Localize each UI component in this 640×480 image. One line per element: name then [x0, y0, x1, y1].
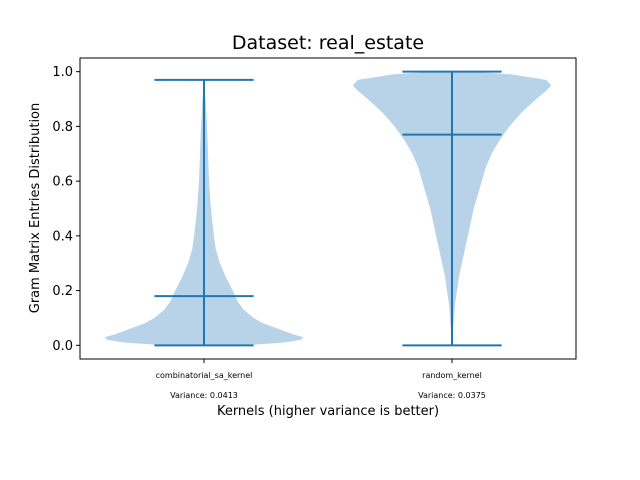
x-axis: combinatorial_sa_kernel Variance: 0.0413 r…: [156, 359, 486, 400]
violins-layer: [104, 70, 552, 347]
y-tick-label: 0.0: [52, 339, 73, 354]
y-tick-label: 0.6: [52, 175, 73, 190]
y-tick-label: 1.0: [52, 65, 73, 80]
y-axis-label: Gram Matrix Entries Distribution: [28, 103, 43, 314]
x-tick-label: random_kernel: [422, 371, 482, 380]
x-axis-label: Kernels (higher variance is better): [217, 404, 439, 419]
y-axis: 0.0 0.2 0.4 0.6 0.8 1.0: [52, 65, 80, 354]
variance-label: Variance: 0.0413: [170, 391, 238, 400]
y-tick-label: 0.2: [52, 284, 73, 299]
chart-title: Dataset: real_estate: [232, 32, 424, 54]
variance-label: Variance: 0.0375: [418, 391, 486, 400]
y-tick-label: 0.8: [52, 120, 73, 135]
x-tick-label: combinatorial_sa_kernel: [156, 371, 253, 380]
plot-area: [79, 57, 577, 360]
y-tick-label: 0.4: [52, 229, 73, 244]
